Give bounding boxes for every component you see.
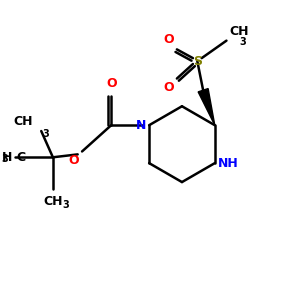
Text: 3: 3 bbox=[240, 37, 246, 47]
Text: H: H bbox=[2, 151, 12, 164]
Text: 3: 3 bbox=[43, 129, 50, 139]
Polygon shape bbox=[198, 88, 215, 125]
Text: C: C bbox=[16, 151, 26, 164]
Text: CH: CH bbox=[43, 195, 63, 208]
Text: 3: 3 bbox=[62, 200, 69, 210]
Text: CH: CH bbox=[230, 25, 249, 38]
Text: O: O bbox=[163, 34, 174, 46]
Text: NH: NH bbox=[218, 157, 238, 169]
Text: 3: 3 bbox=[1, 154, 8, 164]
Text: CH: CH bbox=[13, 115, 32, 128]
Text: O: O bbox=[106, 77, 116, 90]
Text: O: O bbox=[163, 82, 174, 94]
Text: N: N bbox=[136, 119, 146, 132]
Text: S: S bbox=[193, 55, 202, 68]
Text: O: O bbox=[68, 154, 79, 167]
